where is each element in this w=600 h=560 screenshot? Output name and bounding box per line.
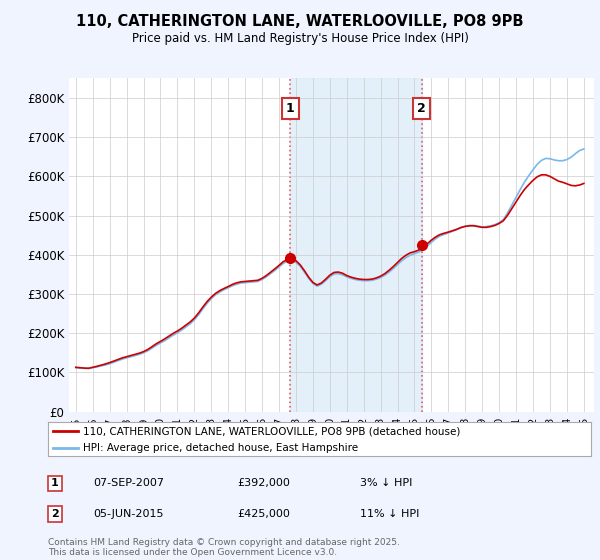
Text: 3% ↓ HPI: 3% ↓ HPI	[360, 478, 412, 488]
Text: 110, CATHERINGTON LANE, WATERLOOVILLE, PO8 9PB: 110, CATHERINGTON LANE, WATERLOOVILLE, P…	[76, 14, 524, 29]
Text: 1: 1	[51, 478, 59, 488]
Bar	[290, 78, 422, 412]
Text: £425,000: £425,000	[237, 509, 290, 519]
Text: £392,000: £392,000	[237, 478, 290, 488]
Text: HPI: Average price, detached house, East Hampshire: HPI: Average price, detached house, East…	[83, 443, 358, 452]
Text: Price paid vs. HM Land Registry's House Price Index (HPI): Price paid vs. HM Land Registry's House …	[131, 32, 469, 45]
Text: 110, CATHERINGTON LANE, WATERLOOVILLE, PO8 9PB (detached house): 110, CATHERINGTON LANE, WATERLOOVILLE, P…	[83, 426, 461, 436]
Text: 11% ↓ HPI: 11% ↓ HPI	[360, 509, 419, 519]
Text: 2: 2	[417, 102, 426, 115]
Text: 1: 1	[286, 102, 295, 115]
Text: Contains HM Land Registry data © Crown copyright and database right 2025.
This d: Contains HM Land Registry data © Crown c…	[48, 538, 400, 557]
Text: 07-SEP-2007: 07-SEP-2007	[93, 478, 164, 488]
Text: 2: 2	[51, 509, 59, 519]
Text: 05-JUN-2015: 05-JUN-2015	[93, 509, 163, 519]
